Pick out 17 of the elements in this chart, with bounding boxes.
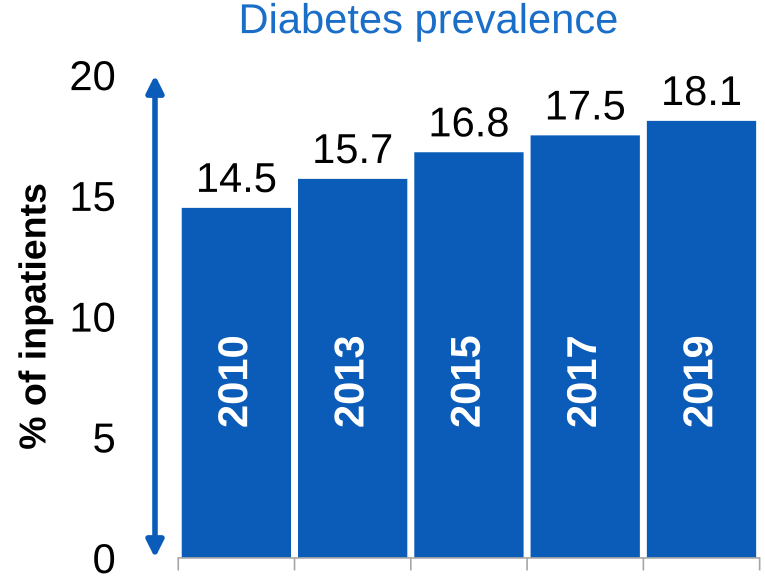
data-label: 17.5 [548,90,624,120]
data-label: 18.1 [664,76,740,106]
y-tick-label: 0 [94,544,114,574]
y-tick-label: 5 [94,424,114,453]
x-tick-label: 2017 [566,337,596,427]
data-label: 15.7 [315,134,392,164]
x-tick-label: 2010 [218,337,248,427]
y-axis-title: % of inpatients [18,184,54,449]
data-label: 14.5 [199,163,276,192]
x-tick-label: 2013 [334,336,364,427]
y-tick-label: 20 [72,61,114,91]
y-tick-label: 15 [72,182,114,212]
data-label: 16.8 [432,107,508,137]
x-tick-label: 2019 [683,336,713,427]
x-tick-label: 2015 [450,336,480,427]
chart-title: Diabetes prevalence [242,2,616,42]
y-tick-label: 10 [72,302,114,332]
